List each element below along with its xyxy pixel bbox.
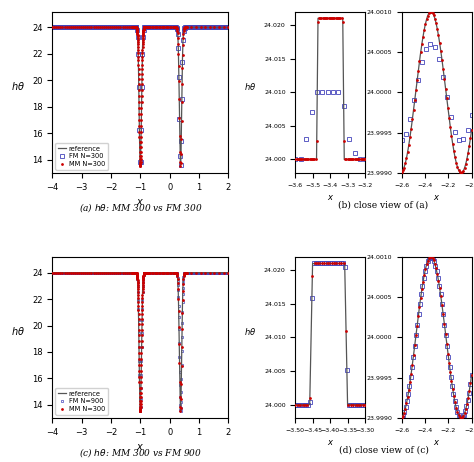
- FM N=900: [201, 270, 207, 275]
- FM N=900: [175, 275, 181, 281]
- Text: (d) close view of (c): (d) close view of (c): [338, 446, 428, 455]
- Y-axis label: $h\theta$: $h\theta$: [11, 80, 25, 92]
- Line: FM N=300: FM N=300: [51, 26, 230, 167]
- reference: [178, 164, 183, 169]
- FM N=900: [95, 270, 101, 275]
- X-axis label: $x$: $x$: [327, 438, 334, 447]
- reference: [226, 270, 231, 275]
- FM N=300: [178, 163, 183, 168]
- reference: [49, 270, 55, 275]
- Y-axis label: $h\theta$: $h\theta$: [11, 325, 25, 337]
- Text: (b) close view of (a): (b) close view of (a): [338, 201, 428, 210]
- MM N=300: [180, 65, 185, 71]
- MM N=300: [180, 310, 185, 316]
- FM N=900: [69, 270, 74, 275]
- MM N=300: [51, 24, 57, 30]
- reference: [178, 409, 183, 414]
- X-axis label: $x$: $x$: [136, 443, 144, 452]
- X-axis label: $x$: $x$: [433, 193, 440, 202]
- Line: reference: reference: [52, 273, 228, 412]
- MM N=300: [142, 24, 147, 30]
- reference: [58, 270, 64, 275]
- reference: [190, 24, 195, 30]
- Text: (a) $h\theta$: MM 300 vs FM 300: (a) $h\theta$: MM 300 vs FM 300: [79, 201, 202, 213]
- reference: [154, 24, 159, 30]
- MM N=300: [49, 24, 55, 30]
- reference: [161, 24, 167, 30]
- Line: reference: reference: [52, 27, 228, 166]
- reference: [226, 24, 231, 30]
- Line: MM N=300: MM N=300: [51, 271, 230, 413]
- FM N=300: [154, 24, 160, 30]
- Legend: reference, FM N=900, MM N=300: reference, FM N=900, MM N=300: [55, 388, 108, 415]
- FM N=900: [178, 408, 183, 414]
- reference: [180, 42, 186, 48]
- FM N=300: [49, 24, 55, 30]
- MM N=300: [141, 24, 147, 30]
- MM N=300: [51, 270, 57, 275]
- MM N=300: [49, 270, 55, 275]
- FM N=300: [157, 24, 163, 30]
- reference: [154, 270, 159, 275]
- Line: FM N=900: FM N=900: [51, 272, 229, 413]
- MM N=300: [142, 270, 147, 275]
- X-axis label: $x$: $x$: [327, 193, 334, 202]
- reference: [113, 270, 119, 275]
- reference: [113, 24, 119, 30]
- FM N=300: [50, 24, 55, 30]
- FM N=900: [125, 270, 130, 275]
- MM N=300: [141, 270, 147, 275]
- FM N=900: [226, 270, 231, 275]
- FM N=900: [49, 270, 55, 275]
- FM N=300: [226, 24, 231, 30]
- reference: [49, 24, 55, 30]
- reference: [58, 24, 64, 30]
- Legend: reference, FM N=300, MM N=300: reference, FM N=300, MM N=300: [55, 143, 108, 170]
- FM N=300: [210, 24, 215, 30]
- MM N=300: [178, 164, 183, 169]
- Line: MM N=300: MM N=300: [51, 26, 230, 168]
- MM N=300: [174, 272, 180, 277]
- MM N=300: [178, 409, 183, 414]
- MM N=300: [141, 270, 147, 275]
- MM N=300: [174, 26, 180, 32]
- FM N=900: [182, 270, 188, 275]
- X-axis label: $x$: $x$: [136, 197, 144, 207]
- Text: (c) $h\theta$: MM 300 vs FM 900: (c) $h\theta$: MM 300 vs FM 900: [79, 446, 202, 459]
- MM N=300: [226, 24, 231, 30]
- FM N=300: [154, 24, 159, 30]
- MM N=300: [226, 270, 231, 275]
- Y-axis label: $h\theta$: $h\theta$: [244, 327, 256, 337]
- MM N=300: [141, 24, 147, 30]
- FM N=300: [199, 24, 204, 30]
- reference: [161, 270, 167, 275]
- reference: [190, 270, 195, 275]
- reference: [180, 287, 186, 293]
- X-axis label: $x$: $x$: [433, 438, 440, 447]
- Y-axis label: $h\theta$: $h\theta$: [244, 81, 256, 92]
